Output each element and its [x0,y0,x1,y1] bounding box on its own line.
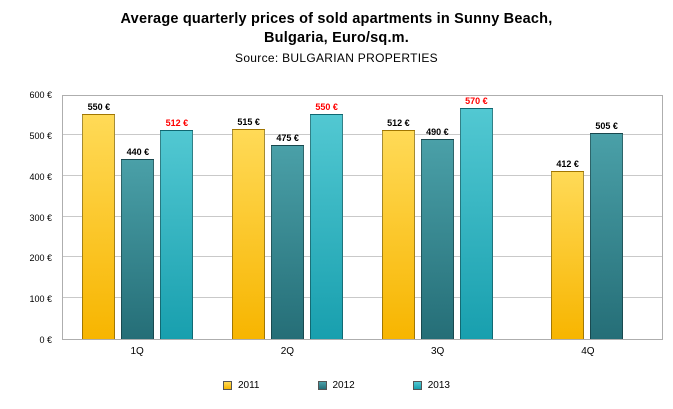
chart-source: Source: BULGARIAN PROPERTIES [235,51,438,65]
gridline [63,174,662,176]
x-tick-label: 3Q [430,346,445,357]
legend: 2011 2012 2013 [0,380,673,391]
bar-rect [310,114,344,339]
bar-group-2q: 515 € 475 € 550 € [213,96,363,339]
bar-2012-2q: 475 € [271,96,305,339]
bar-value-label: 550 € [315,102,338,113]
y-tick-label: 600 € [29,90,52,100]
y-tick-label: 300 € [29,212,52,223]
bar-rect [551,170,585,339]
gridline [63,256,662,258]
bar-value-label: 505 € [595,120,618,131]
bar-group-4q: 412 € 505 € [512,96,662,339]
gridline [63,215,662,217]
bar-value-label: 570 € [465,96,488,106]
bar-2011-4q: 412 € [551,96,585,339]
legend-label: 2013 [427,380,450,391]
y-tick-label: 400 € [29,171,52,182]
legend-item-2013: 2013 [412,380,450,391]
plot-area: 550 € 440 € 512 € 515 € 475 € 550 € 512 € 490 €… [62,95,663,340]
bar-value-label: 490 € [426,126,449,137]
chart-title-line1: Average quarterly prices of sold apartme… [120,11,553,27]
bar-value-label: 512 € [165,117,189,128]
bar-group-1q: 550 € 440 € 512 € [63,96,213,339]
y-tick-label: 500 € [29,130,52,141]
bar-2012-3q: 490 € [420,96,454,339]
chart-title-line2: Bulgaria, Euro/sq.m. [264,30,409,46]
bar-value-label: 412 € [556,158,579,169]
bar-rect [232,128,266,339]
x-tick-label: 1Q [130,346,144,357]
gridline [63,297,662,299]
legend-item-2011: 2011 [222,380,260,391]
bar-rect [381,129,415,339]
bar-2012-4q: 505 € [590,96,624,339]
bar-rect [459,108,493,339]
chart-header: Average quarterly prices of sold apartme… [0,0,673,65]
legend-swatch-2011 [222,381,232,390]
bar-groups: 550 € 440 € 512 € 515 € 475 € 550 € 512 € 490 €… [63,96,662,339]
legend-swatch-2012 [317,381,327,390]
legend-label: 2011 [237,380,260,391]
bar-group-3q: 512 € 490 € 570 € [363,96,513,339]
bar-rect [271,145,305,339]
bar-2013-3q: 570 € [459,96,493,339]
y-tick-label: 100 € [29,294,52,305]
y-tick-label: 200 € [29,253,52,264]
legend-swatch-2013 [412,381,422,390]
gridline [63,133,662,135]
bar-2011-3q: 512 € [381,96,415,339]
bar-value-label: 550 € [87,102,111,113]
bar-rect [160,129,194,339]
bar-2012-1q: 440 € [121,96,155,339]
bar-2011-1q: 550 € [82,96,116,339]
x-tick-label: 4Q [581,346,595,357]
bar-2013-1q: 512 € [160,96,194,339]
bar-rect [121,159,155,339]
bar-value-label: 515 € [237,116,260,127]
bar-value-label: 475 € [276,133,299,144]
x-tick-label: 2Q [280,346,295,357]
legend-label: 2012 [332,380,355,391]
bar-2013-2q: 550 € [310,96,344,339]
y-axis: 0 € 100 € 200 € 300 € 400 € 500 € 600 € [0,90,58,345]
bar-2011-2q: 515 € [232,96,266,339]
x-axis: 1Q 2Q 3Q 4Q [62,343,663,357]
bar-rect [420,138,454,339]
bar-value-label: 440 € [126,147,150,158]
bar-rect [82,114,116,339]
bar-value-label: 512 € [387,117,410,128]
bar-rect [590,132,624,339]
y-tick-label: 0 € [39,335,52,345]
legend-item-2012: 2012 [317,380,355,391]
